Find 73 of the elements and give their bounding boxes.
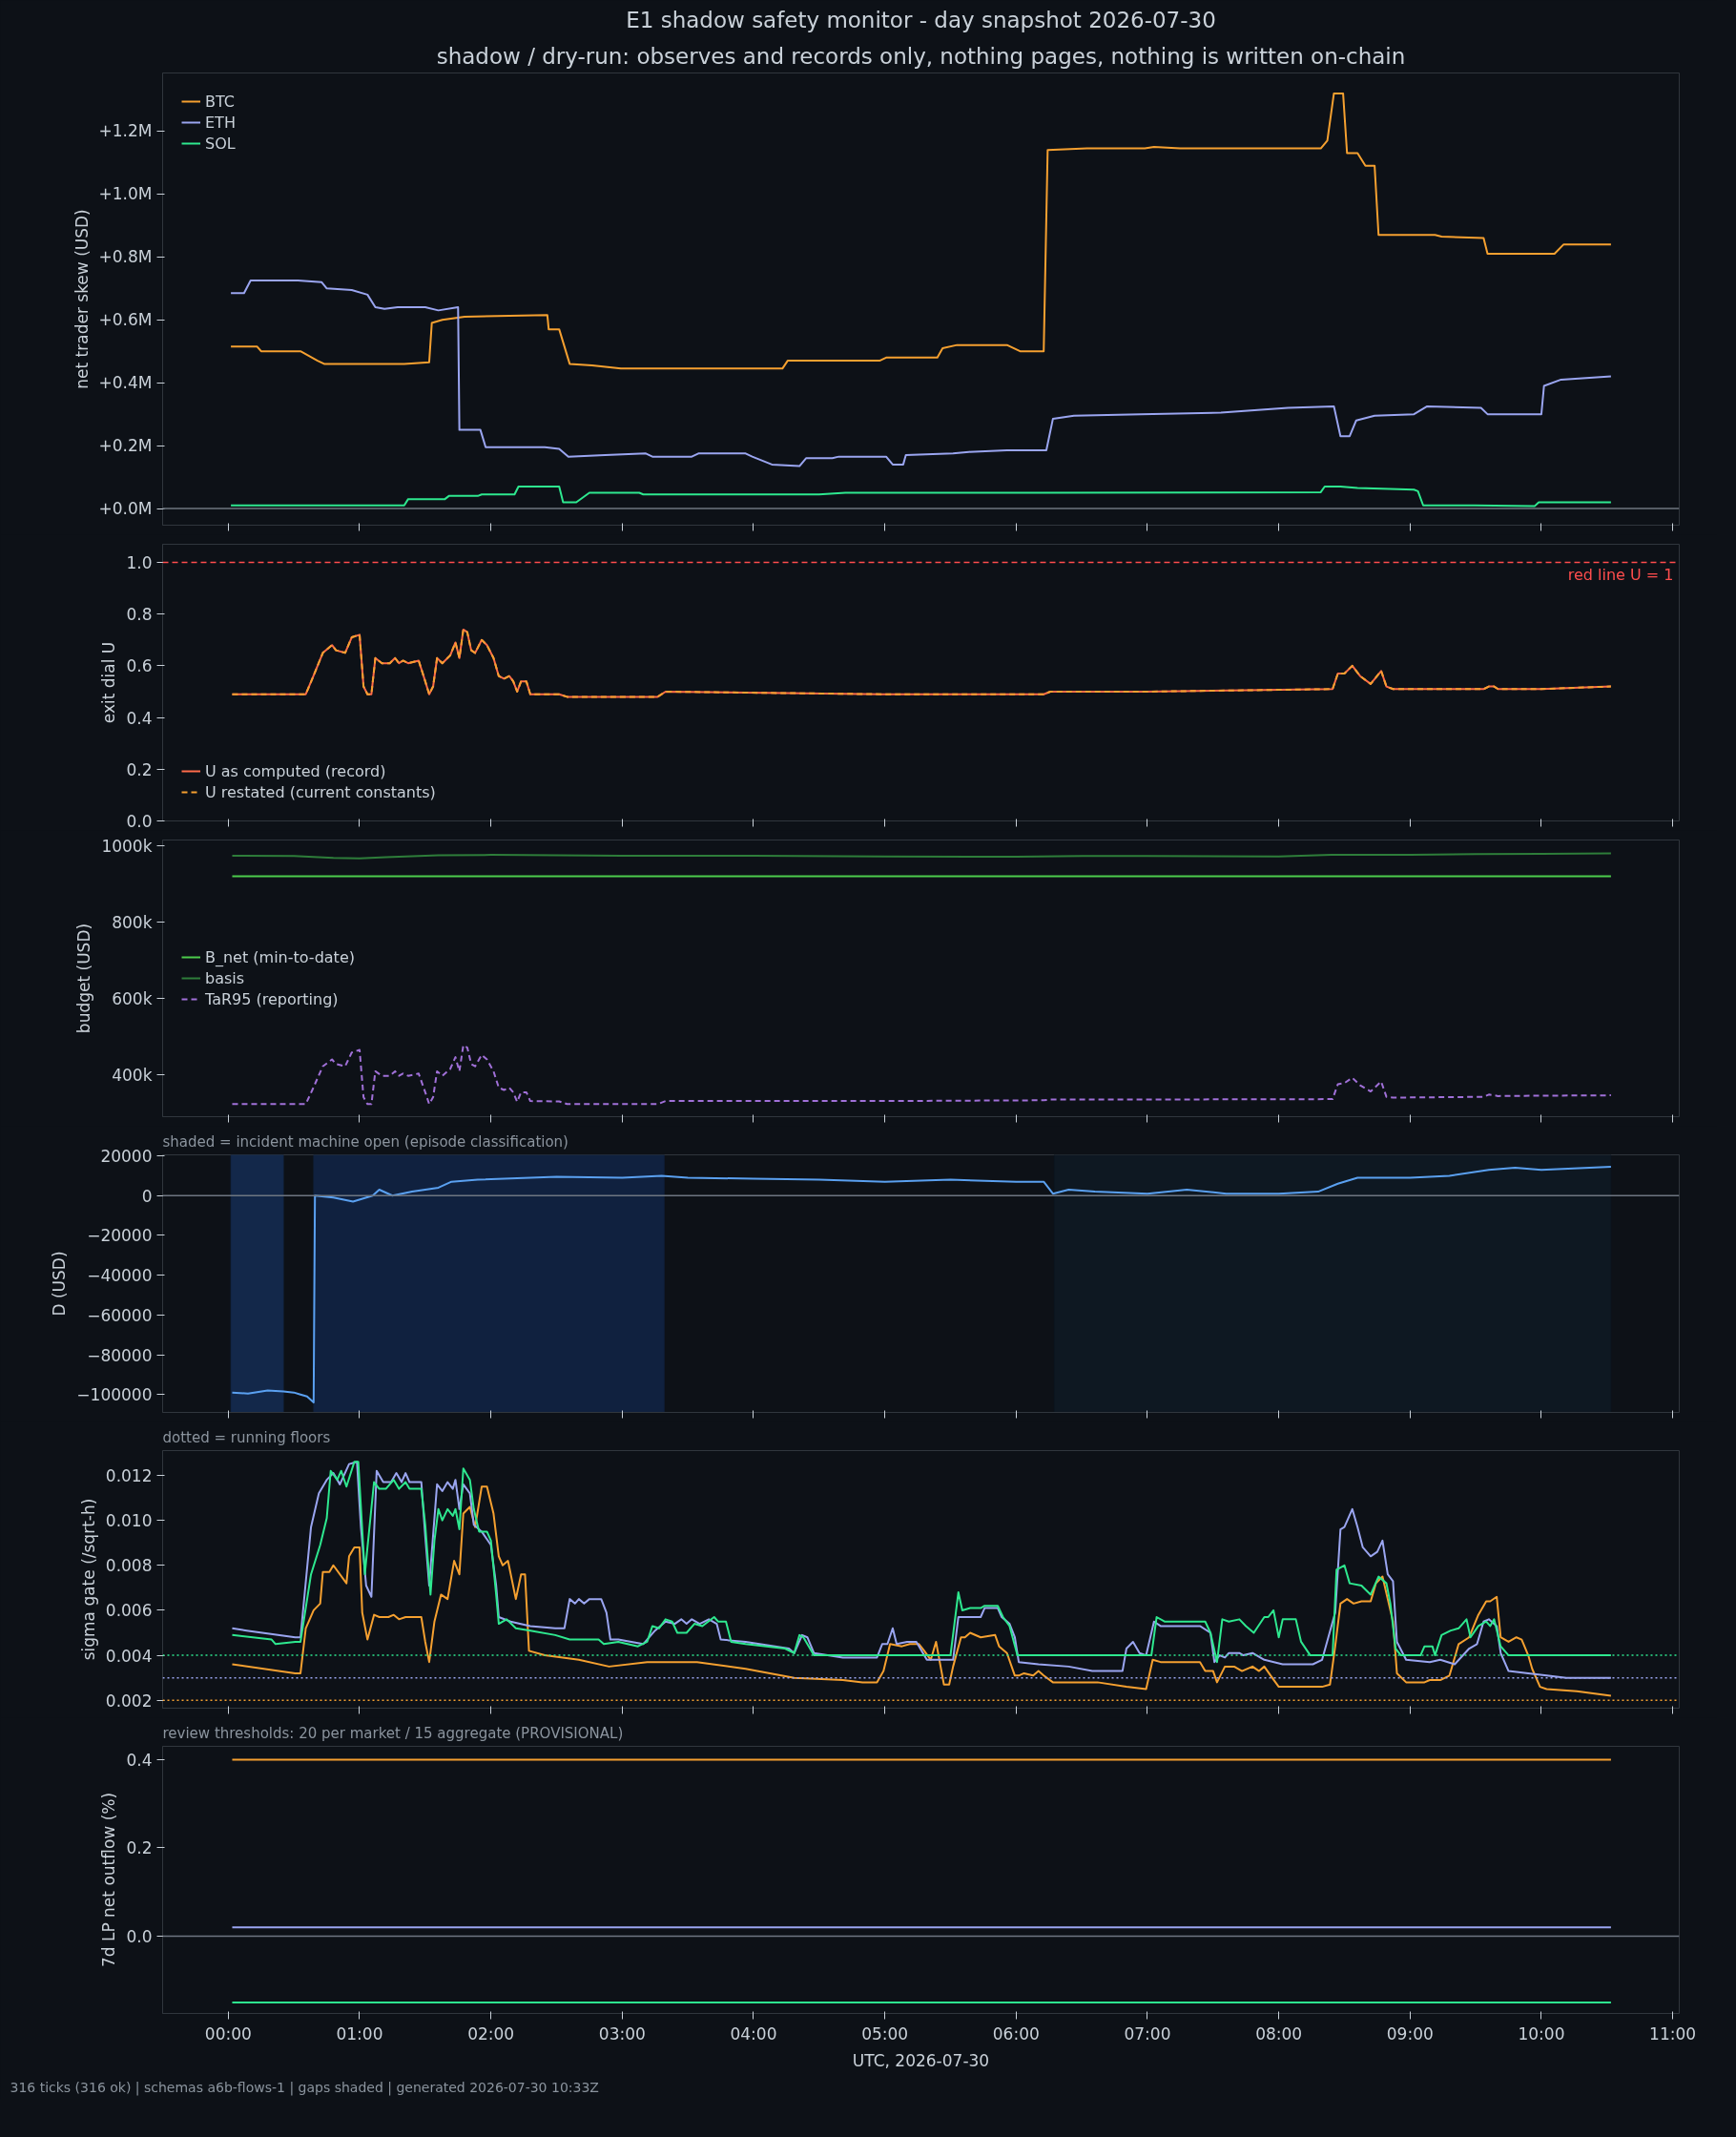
y-tick-label: +0.2M bbox=[98, 436, 153, 456]
y-tick-label: 0 bbox=[141, 1186, 153, 1206]
x-tick-label: 04:00 bbox=[730, 2023, 777, 2044]
y-tick-label: 400k bbox=[112, 1065, 153, 1085]
y-axis-title: exit dial U bbox=[99, 641, 119, 724]
text: 316 ticks (316 ok) | schemas a6b-flows-1 | gaps shaded | generated 2026-07-30 10:33Z bbox=[10, 2079, 599, 2096]
x-tick-label: 00:00 bbox=[204, 2023, 252, 2044]
x-tick-label: 03:00 bbox=[598, 2023, 646, 2044]
y-tick-label: 0.0 bbox=[126, 812, 153, 831]
y-tick-label: +0.4M bbox=[98, 373, 153, 393]
y-tick-label: +0.6M bbox=[98, 310, 153, 330]
ref-line-label: red line U = 1 bbox=[1567, 566, 1674, 585]
y-tick-label: −80000 bbox=[87, 1345, 153, 1365]
y-tick-label: 20000 bbox=[100, 1147, 153, 1167]
line-series bbox=[230, 485, 1612, 508]
y-tick-label: +0.0M bbox=[98, 499, 153, 519]
line-series bbox=[231, 1166, 1612, 1404]
line-series bbox=[231, 1485, 1612, 1697]
y-tick-label: 0.004 bbox=[105, 1646, 153, 1666]
y-tick-label: 0.2 bbox=[126, 1838, 153, 1858]
y-tick-label: +1.2M bbox=[98, 121, 153, 141]
chart-subtitle: shadow / dry-run: observes and records only, nothing pages, nothing is written on-chain bbox=[436, 43, 1406, 69]
y-tick-label: 0.4 bbox=[126, 708, 153, 728]
x-tick-label: 02:00 bbox=[467, 2023, 515, 2044]
y-tick-label: 0.010 bbox=[105, 1511, 153, 1531]
legend-label: U as computed (record) bbox=[205, 761, 386, 780]
legend-label: BTC bbox=[205, 92, 235, 111]
legend-label: ETH bbox=[205, 113, 236, 132]
y-axis-title: net trader skew (USD) bbox=[72, 209, 92, 389]
x-tick-label: 07:00 bbox=[1124, 2023, 1171, 2044]
x-tick-label: 09:00 bbox=[1386, 2023, 1434, 2044]
y-tick-label: 0.6 bbox=[126, 656, 153, 676]
y-axis-title: 7d LP net outflow (%) bbox=[99, 1792, 119, 1968]
legend-label: TaR95 (reporting) bbox=[205, 989, 339, 1008]
y-tick-label: −20000 bbox=[87, 1226, 153, 1246]
y-tick-label: +0.8M bbox=[98, 247, 153, 267]
y-tick-label: −40000 bbox=[87, 1266, 153, 1286]
text: shaded = incident machine open (episode classification) bbox=[162, 1132, 568, 1151]
y-tick-label: 0.008 bbox=[105, 1556, 153, 1576]
y-tick-label: 1000k bbox=[101, 836, 153, 856]
y-tick-label: 0.4 bbox=[126, 1750, 153, 1770]
y-tick-label: −100000 bbox=[76, 1385, 153, 1405]
y-tick-label: −60000 bbox=[87, 1305, 153, 1325]
text: dotted = running floors bbox=[162, 1428, 331, 1446]
y-tick-label: 0.0 bbox=[126, 1927, 153, 1947]
y-tick-label: 600k bbox=[112, 988, 153, 1008]
text: review thresholds: 20 per market / 15 aggregate (PROVISIONAL) bbox=[162, 1724, 624, 1742]
y-axis-title: sigma gate (/sqrt-h) bbox=[78, 1498, 98, 1661]
y-tick-label: 0.006 bbox=[105, 1601, 153, 1621]
y-tick-label: 0.002 bbox=[105, 1691, 153, 1711]
legend-label: B_net (min-to-date) bbox=[205, 947, 355, 966]
x-tick-label: 01:00 bbox=[336, 2023, 383, 2044]
y-tick-label: +1.0M bbox=[98, 184, 153, 204]
y-tick-label: 0.2 bbox=[126, 759, 153, 779]
legend-label: basis bbox=[205, 968, 245, 987]
x-tick-label: 10:00 bbox=[1518, 2023, 1565, 2044]
chart-title: E1 shadow safety monitor - day snapshot 2026-07-30 bbox=[626, 7, 1216, 32]
line-series bbox=[230, 280, 1612, 467]
legend-label: U restated (current constants) bbox=[205, 782, 436, 801]
y-axis-title: budget (USD) bbox=[74, 923, 94, 1034]
y-tick-label: 800k bbox=[112, 912, 153, 932]
x-tick-label: 06:00 bbox=[992, 2023, 1040, 2044]
y-tick-label: 0.8 bbox=[126, 605, 153, 625]
y-tick-label: 0.012 bbox=[105, 1465, 153, 1485]
y-axis-title: D (USD) bbox=[50, 1251, 70, 1317]
y-tick-label: 1.0 bbox=[126, 552, 153, 572]
x-axis-title: UTC, 2026-07-30 bbox=[852, 2050, 990, 2070]
x-tick-label: 11:00 bbox=[1649, 2023, 1697, 2044]
legend-label: SOL bbox=[205, 134, 236, 153]
line-series bbox=[231, 628, 1612, 698]
line-series bbox=[231, 1044, 1612, 1106]
x-tick-label: 08:00 bbox=[1255, 2023, 1303, 2044]
x-tick-label: 05:00 bbox=[861, 2023, 909, 2044]
